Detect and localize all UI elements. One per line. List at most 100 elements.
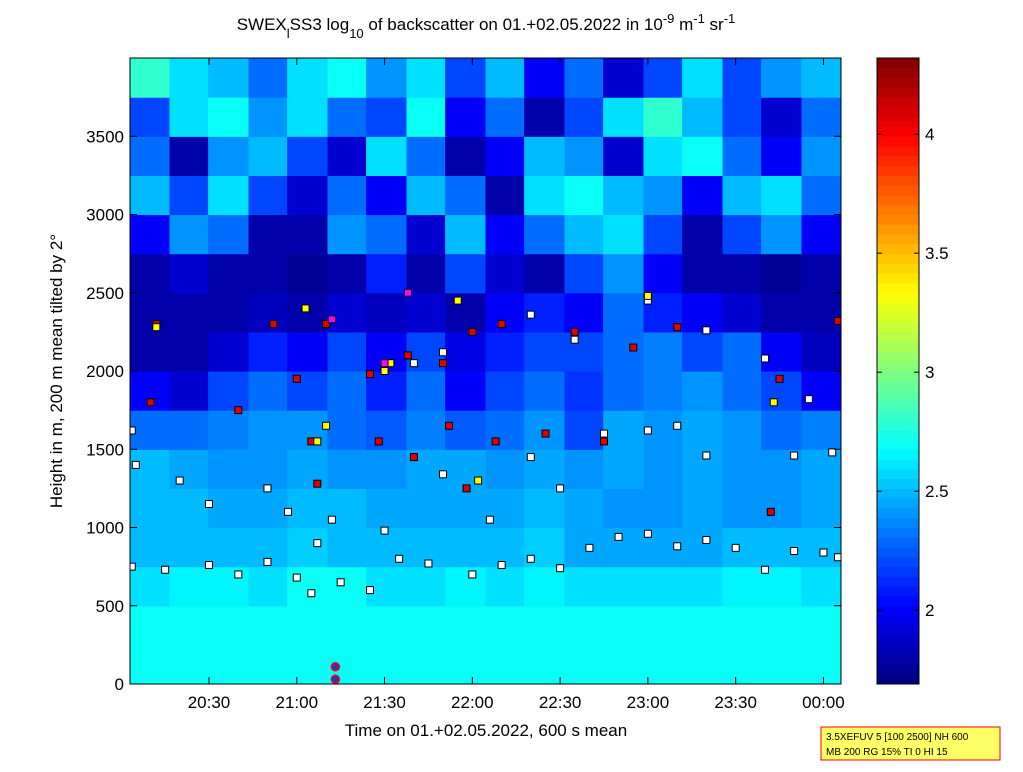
heatmap-cell bbox=[406, 371, 448, 411]
info-box: 3.5XEFUV 5 [100 2500] NH 600 MB 200 RG 1… bbox=[820, 726, 1001, 761]
heatmap-cell bbox=[130, 644, 171, 684]
heatmap-cell bbox=[682, 527, 724, 568]
heatmap-cell bbox=[524, 566, 566, 607]
heatmap-cell bbox=[208, 175, 250, 216]
heatmap-cell bbox=[130, 488, 171, 529]
colorbar-step bbox=[877, 488, 919, 499]
heatmap-cell bbox=[801, 58, 841, 98]
marker bbox=[570, 335, 579, 344]
colorbar-step bbox=[877, 253, 919, 264]
heatmap-cell bbox=[801, 97, 841, 137]
heatmap-cell bbox=[485, 214, 527, 255]
heatmap-cell bbox=[445, 136, 487, 176]
heatmap-cell bbox=[130, 136, 171, 176]
heatmap-cell bbox=[248, 292, 290, 333]
marker bbox=[600, 429, 608, 438]
heatmap-cell bbox=[524, 58, 566, 98]
heatmap-cell bbox=[643, 644, 685, 684]
heatmap-cell bbox=[643, 175, 685, 216]
marker bbox=[462, 484, 471, 493]
heatmap-cell bbox=[643, 449, 685, 489]
heatmap-cell bbox=[208, 644, 250, 684]
heatmap-cell bbox=[248, 566, 290, 607]
heatmap-cell bbox=[366, 449, 408, 489]
marker bbox=[629, 343, 638, 352]
marker bbox=[380, 359, 389, 368]
heatmap-cell bbox=[130, 97, 171, 137]
colorbar-step bbox=[877, 361, 919, 372]
heatmap-cell bbox=[208, 449, 250, 489]
colorbar-step bbox=[877, 429, 919, 440]
heatmap-cell bbox=[485, 292, 527, 333]
colorbar-step bbox=[877, 419, 919, 431]
marker bbox=[585, 543, 594, 552]
heatmap-cell bbox=[485, 331, 527, 372]
title-part: -9 bbox=[663, 11, 675, 26]
heatmap-cell bbox=[445, 488, 487, 529]
heatmap bbox=[130, 58, 841, 684]
heatmap-cell bbox=[801, 566, 841, 607]
heatmap-cell bbox=[603, 175, 645, 216]
y-tick-label: 0 bbox=[115, 675, 124, 694]
colorbar-step bbox=[877, 527, 919, 538]
heatmap-cell bbox=[603, 371, 645, 411]
heatmap-cell bbox=[603, 449, 645, 489]
colorbar-step bbox=[877, 282, 919, 294]
heatmap-cell bbox=[603, 292, 645, 333]
marker bbox=[556, 564, 565, 573]
heatmap-cell bbox=[406, 644, 448, 684]
heatmap-cell bbox=[524, 331, 566, 372]
heatmap-cell bbox=[169, 331, 211, 372]
marker bbox=[365, 370, 374, 379]
marker bbox=[234, 406, 243, 415]
colorbar-step bbox=[877, 468, 919, 480]
heatmap-cell bbox=[287, 566, 329, 607]
colorbar-step bbox=[877, 635, 919, 646]
heatmap-cell bbox=[445, 214, 487, 255]
heatmap-cell bbox=[130, 410, 171, 450]
colorbar-tick-label: 4 bbox=[925, 125, 934, 144]
heatmap-cell bbox=[761, 331, 803, 372]
marker bbox=[702, 536, 711, 545]
heatmap-cell bbox=[564, 527, 606, 568]
heatmap-cell bbox=[682, 410, 724, 450]
heatmap-cell bbox=[406, 292, 448, 333]
heatmap-cell bbox=[603, 527, 645, 568]
heatmap-cell bbox=[366, 292, 408, 333]
heatmap-cell bbox=[643, 214, 685, 255]
heatmap-cell bbox=[287, 97, 329, 137]
heatmap-cell bbox=[248, 371, 290, 411]
colorbar-step bbox=[877, 116, 919, 127]
marker bbox=[409, 359, 418, 368]
marker bbox=[380, 367, 389, 375]
marker bbox=[395, 554, 404, 563]
colorbar-step bbox=[877, 654, 919, 665]
heatmap-cell bbox=[208, 488, 250, 529]
heatmap-cell bbox=[485, 449, 527, 489]
marker bbox=[313, 437, 322, 446]
heatmap-cell bbox=[603, 566, 645, 607]
heatmap-cell bbox=[722, 527, 764, 568]
marker bbox=[485, 515, 494, 524]
colorbar-step bbox=[877, 263, 919, 274]
heatmap-cell bbox=[287, 331, 329, 372]
title-part: l bbox=[287, 26, 290, 41]
marker bbox=[313, 539, 322, 548]
heatmap-cell bbox=[682, 136, 724, 176]
colorbar-tick-label: 3.5 bbox=[925, 244, 949, 263]
heatmap-cell bbox=[485, 136, 527, 176]
marker bbox=[497, 320, 506, 329]
colorbar-step bbox=[877, 136, 919, 147]
x-tick-label: 22:30 bbox=[539, 693, 582, 712]
colorbar-step bbox=[877, 459, 919, 470]
heatmap-cell bbox=[761, 253, 803, 294]
marker bbox=[365, 586, 374, 595]
heatmap-cell bbox=[327, 605, 369, 646]
marker bbox=[834, 316, 841, 325]
heatmap-cell bbox=[682, 644, 724, 684]
colorbar-step bbox=[877, 322, 919, 333]
colorbar-step bbox=[877, 302, 919, 313]
colorbar-step bbox=[877, 478, 919, 489]
colorbar-step bbox=[877, 586, 919, 597]
